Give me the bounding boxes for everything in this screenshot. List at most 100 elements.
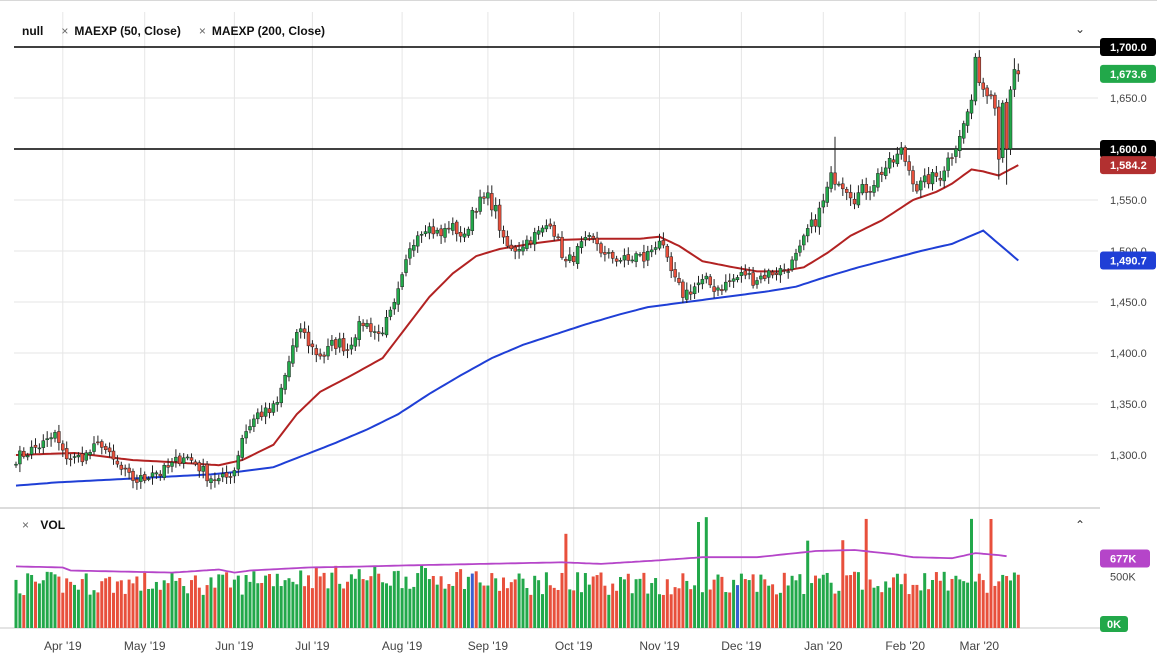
candle-body — [220, 473, 225, 478]
volume-bar — [700, 592, 704, 628]
candle-body — [178, 455, 182, 465]
volume-bar — [989, 518, 993, 628]
volume-bar — [899, 584, 903, 628]
candle-body — [564, 258, 568, 262]
volume-bar — [790, 575, 794, 628]
collapse-chevron-icon[interactable]: ⌄ — [1074, 22, 1085, 36]
candle-body — [599, 243, 603, 254]
candle-body — [864, 184, 868, 193]
volume-bar — [704, 517, 708, 628]
volume-bar — [197, 587, 201, 628]
candle-body — [735, 277, 740, 281]
volume-bar — [420, 565, 424, 628]
volume-bar — [248, 581, 252, 628]
candle-body — [1012, 69, 1017, 90]
volume-bar — [977, 573, 981, 628]
volume-bar — [365, 580, 369, 628]
candle-body — [33, 444, 38, 448]
candle-body — [688, 291, 693, 295]
volume-bar — [568, 589, 572, 628]
candle-body — [876, 173, 880, 188]
volume-bar — [18, 593, 22, 628]
candle-body — [357, 321, 361, 340]
candle-body — [833, 172, 837, 185]
volume-bar — [162, 580, 166, 628]
candle-body — [525, 239, 529, 249]
volume-bar — [533, 575, 537, 628]
expand-chevron-icon[interactable]: ⌃ — [1074, 518, 1085, 532]
volume-bar — [342, 588, 346, 628]
last-badge: 1,673.6 — [1110, 69, 1147, 81]
candle-body — [743, 270, 748, 276]
volume-bar — [915, 584, 919, 628]
volume-bar — [732, 579, 736, 628]
candle-body — [544, 225, 549, 230]
volume-bar — [147, 588, 151, 628]
volume-bar — [837, 590, 841, 628]
ma200-legend[interactable]: MAEXP (200, Close) — [211, 24, 325, 38]
candle-body — [907, 161, 911, 171]
volume-bar — [853, 571, 856, 628]
volume-bar — [693, 585, 697, 628]
candle-body — [911, 170, 915, 185]
candle-body — [646, 251, 650, 261]
remove-ma50-icon[interactable]: × — [61, 24, 69, 38]
grid — [14, 12, 1098, 628]
volume-bar — [681, 573, 685, 628]
volume-bar — [541, 594, 544, 628]
volume-bar — [303, 586, 307, 628]
volume-bar — [26, 573, 30, 628]
candle-body — [1004, 101, 1009, 150]
volume-bar — [459, 569, 463, 628]
candle-body — [661, 240, 666, 246]
volume-bar — [127, 579, 131, 628]
volume-bar — [970, 518, 973, 628]
volume-bar — [599, 572, 603, 628]
candle-body — [552, 225, 556, 237]
candle-body — [716, 287, 720, 291]
candle-body — [739, 272, 744, 276]
volume-bar — [385, 583, 388, 628]
candle-body — [349, 344, 354, 350]
candle-body — [794, 252, 798, 261]
volume-bar — [256, 583, 260, 628]
volume-bar — [170, 572, 174, 628]
volume-bar — [938, 580, 942, 628]
remove-volume-icon[interactable]: × — [22, 518, 30, 532]
ma50-badge-bg — [1100, 156, 1156, 175]
candle-body — [1008, 89, 1013, 150]
candle-body — [291, 345, 295, 364]
volume-bar — [131, 583, 135, 628]
candle-body — [103, 446, 108, 450]
volume-bar — [587, 584, 591, 628]
price-tick-label: 1,450.0 — [1110, 297, 1147, 309]
candle-body — [731, 278, 736, 282]
candle-body — [708, 276, 712, 286]
volume-bar — [490, 573, 494, 628]
candle-body — [778, 268, 783, 276]
candle-body — [883, 167, 888, 176]
volume-bar — [673, 587, 677, 628]
volume-bar — [782, 572, 786, 628]
volume-bar — [232, 579, 236, 628]
candle-body — [427, 226, 432, 234]
volume-bar — [416, 573, 420, 628]
remove-ma200-icon[interactable]: × — [198, 24, 206, 38]
candle-body — [618, 260, 623, 262]
volume-bar — [151, 588, 154, 628]
volume-bar — [193, 575, 197, 628]
volume-bar — [880, 592, 884, 628]
volume-bar — [591, 576, 595, 628]
volume-bar — [88, 594, 92, 628]
volume-bar — [872, 587, 876, 628]
volume-bar — [962, 581, 966, 628]
ma50-legend[interactable]: MAEXP (50, Close) — [74, 24, 181, 38]
volume-bar — [84, 573, 88, 628]
candle-body — [240, 438, 244, 458]
candle-body — [946, 157, 950, 171]
candle-body — [259, 411, 264, 418]
candle-body — [603, 252, 607, 255]
candle-body — [887, 158, 892, 169]
candle-body — [252, 418, 256, 427]
